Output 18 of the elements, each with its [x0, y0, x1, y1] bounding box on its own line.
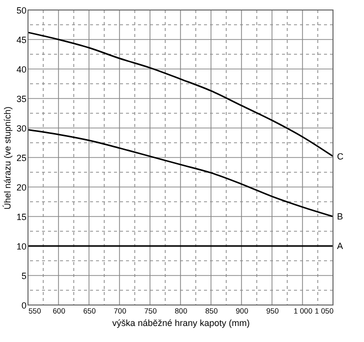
series-label: C [337, 151, 344, 162]
y-tick-label: 30 [16, 124, 26, 134]
y-tick-label: 20 [16, 182, 26, 192]
y-tick-label: 10 [16, 242, 26, 252]
series-label: B [337, 212, 344, 222]
y-tick-label: 0 [21, 300, 26, 310]
series-label: A [337, 241, 344, 251]
y-tick-label: 50 [16, 6, 26, 16]
y-tick-label: 40 [16, 64, 26, 74]
y-axis-title: Úhel nárazu (ve stupních) [2, 106, 12, 210]
x-axis-title: výška náběžné hrany kapoty (mm) [112, 318, 250, 328]
y-tick-label: 45 [16, 35, 26, 45]
y-tick-label: 15 [16, 212, 26, 222]
line-series [27, 129, 334, 218]
y-tick-label: 25 [16, 153, 26, 163]
y-tick-label: 5 [21, 271, 26, 281]
y-tick-label: 35 [16, 94, 26, 104]
line-series [27, 32, 334, 158]
